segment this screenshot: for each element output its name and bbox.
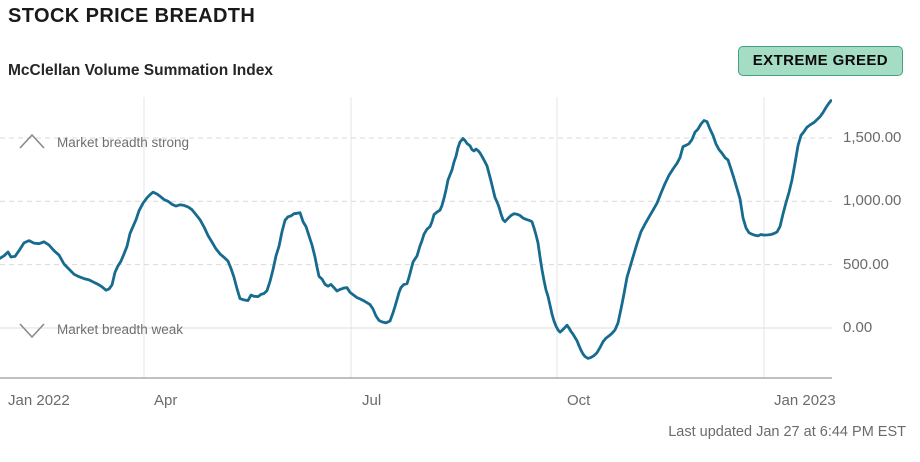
- y-tick-label: 1,000.00: [843, 192, 902, 210]
- chevron-up-icon: [19, 133, 45, 149]
- x-tick-label: Jan 2022: [8, 392, 70, 409]
- x-tick-label: Apr: [154, 392, 178, 409]
- x-tick-label: Jul: [362, 392, 382, 409]
- y-tick-label: 0.00: [843, 319, 873, 336]
- y-tick-label: 1,500.00: [843, 128, 902, 146]
- chart-plot-area[interactable]: [0, 95, 833, 385]
- page-title: STOCK PRICE BREADTH: [8, 5, 256, 27]
- chevron-down-icon: [19, 323, 45, 339]
- chart-subtitle: McClellan Volume Summation Index: [8, 62, 273, 79]
- status-badge: EXTREME GREED: [737, 46, 903, 76]
- y-tick-label: 500.00: [843, 255, 889, 273]
- market-breadth-weak-label: Market breadth weak: [57, 322, 184, 337]
- x-tick-label: Jan 2023: [774, 392, 836, 409]
- series-line: [0, 99, 833, 360]
- line-chart: [0, 97, 833, 379]
- last-updated-text: Last updated Jan 27 at 6:44 PM EST: [668, 424, 906, 440]
- market-breadth-strong-label: Market breadth strong: [57, 135, 190, 150]
- x-tick-label: Oct: [567, 392, 591, 409]
